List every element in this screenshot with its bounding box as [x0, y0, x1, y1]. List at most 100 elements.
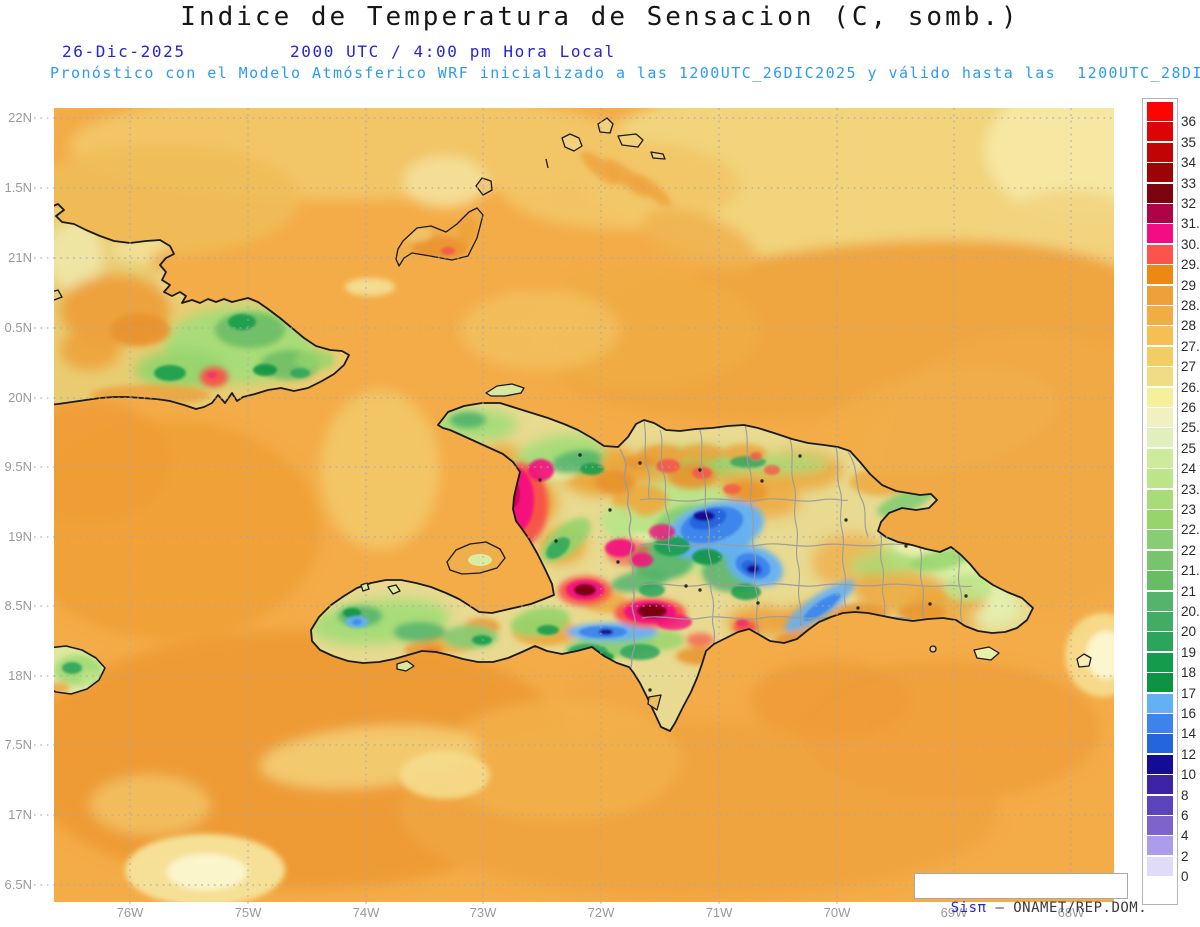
lat-label: 1.5N	[4, 180, 32, 195]
colorbar-cell	[1147, 734, 1173, 754]
colorbar-cell	[1147, 102, 1173, 121]
colorbar-cell	[1147, 571, 1173, 591]
colorbar-cell	[1147, 510, 1173, 529]
colorbar-cell	[1147, 163, 1173, 183]
colorbar-tick-label: 6	[1181, 808, 1189, 823]
colorbar	[1142, 98, 1178, 905]
lat-label: 9.5N	[4, 459, 32, 474]
colorbar-cell	[1147, 285, 1173, 305]
lon-label: 74W	[352, 905, 380, 920]
station-dots	[538, 453, 968, 692]
colorbar-cell	[1147, 816, 1173, 835]
colorbar-cell	[1147, 244, 1173, 264]
colorbar-cell	[1147, 714, 1173, 733]
jamaica-landmass	[54, 645, 106, 695]
colorbar-tick-label: 18	[1181, 665, 1197, 681]
colorbar-cell	[1147, 265, 1173, 285]
colorbar-cell	[1147, 408, 1173, 427]
colorbar-cell	[1147, 877, 1173, 897]
colorbar-tick-label: 36	[1181, 114, 1197, 130]
colorbar-tick-label: 31.5	[1181, 216, 1200, 232]
colorbar-cell	[1147, 183, 1173, 203]
colorbar-tick-label: 2	[1181, 848, 1189, 864]
lat-label: 6.5N	[4, 877, 32, 892]
colorbar-cell	[1147, 122, 1173, 142]
colorbar-cell	[1147, 856, 1173, 876]
colorbar-tick-label: 4	[1181, 828, 1189, 844]
colorbar-cell	[1147, 652, 1173, 672]
lat-label: 17N	[8, 807, 32, 822]
attribution-brand: Sisπ	[950, 900, 987, 916]
colorbar-tick-label: 19	[1181, 644, 1197, 660]
colorbar-tick-label: 25	[1181, 440, 1197, 456]
colorbar-tick-label: 8	[1181, 787, 1189, 803]
lat-label: 8.5N	[4, 598, 32, 613]
colorbar-cell	[1147, 387, 1173, 407]
colorbar-tick-label: 25.5	[1181, 420, 1200, 436]
colorbar-tick-label: 29	[1181, 277, 1197, 293]
attribution-org: – ONAMET/REP.DOM.	[986, 900, 1148, 916]
colorbar-tick-label: 27.5	[1181, 338, 1200, 354]
colorbar-tick-label: 24	[1181, 461, 1197, 477]
colorbar-tick-label: 20	[1181, 624, 1197, 640]
colorbar-tick-label: 23.5	[1181, 481, 1200, 497]
lat-label: 21N	[8, 250, 32, 265]
colorbar-tick-label: 10	[1181, 767, 1197, 783]
lon-label: 68W	[1041, 905, 1101, 920]
lon-label: 75W	[234, 905, 262, 920]
colorbar-tick-label: 32	[1181, 196, 1197, 211]
colorbar-cell	[1147, 836, 1173, 856]
colorbar-tick-label: 20.5	[1181, 604, 1200, 619]
colorbar-tick-label: 17	[1181, 685, 1197, 701]
colorbar-tick-label: 26	[1181, 400, 1197, 415]
colorbar-cell	[1147, 346, 1173, 366]
axis-ticks	[34, 117, 1072, 908]
lon-label: 71W	[705, 905, 733, 920]
colorbar-tick-label: 34	[1181, 155, 1197, 171]
colorbar-cell	[1147, 550, 1173, 570]
sea-layer	[54, 108, 1114, 902]
colorbar-cell	[1147, 469, 1173, 489]
lat-label: 22N	[8, 110, 32, 125]
colorbar-tick-label: 0	[1181, 869, 1189, 885]
small-islands-hispaniola	[360, 383, 1092, 711]
colorbar-cell	[1147, 693, 1173, 713]
lat-label: 7.5N	[4, 737, 32, 752]
colorbar-tick-label: 21	[1181, 583, 1197, 599]
lon-label: 76W	[116, 905, 144, 920]
colorbar-tick-label: 33	[1181, 175, 1197, 191]
lat-label: 18N	[8, 668, 32, 683]
colorbar-cell	[1147, 204, 1173, 223]
colorbar-cell	[1147, 754, 1173, 774]
colorbar-tick-label: 35	[1181, 134, 1197, 150]
forecast-map-canvas	[34, 108, 1114, 908]
colorbar-tick-label: 14	[1181, 726, 1197, 742]
colorbar-tick-label: 16	[1181, 706, 1197, 721]
colorbar-cell	[1147, 591, 1173, 611]
lon-label: 72W	[587, 905, 615, 920]
colorbar-cell	[1147, 224, 1173, 244]
admin-borders	[619, 420, 973, 669]
colorbar-tick-label: 23	[1181, 502, 1197, 517]
valid-date: 26-Dic-2025	[62, 42, 186, 61]
lat-label: 20N	[8, 390, 32, 405]
colorbar-cell	[1147, 428, 1173, 448]
colorbar-tick-label: 28.5	[1181, 298, 1200, 313]
page-title: Indice de Temperatura de Sensacion (C, s…	[180, 2, 1020, 32]
lon-label: 73W	[469, 905, 497, 920]
colorbar-cell	[1147, 632, 1173, 652]
colorbar-tick-label: 28	[1181, 318, 1197, 334]
colorbar-tick-label: 29.7	[1181, 257, 1200, 273]
colorbar-cell	[1147, 142, 1173, 162]
colorbar-cell	[1147, 795, 1173, 815]
colorbar-cell	[1147, 489, 1173, 509]
colorbar-tick-label: 22.5	[1181, 522, 1200, 538]
colorbar-tick-label: 30.7	[1181, 236, 1200, 252]
colorbar-cell	[1147, 673, 1173, 693]
lat-label: 19N	[8, 529, 32, 544]
attribution-box: Sisπ – ONAMET/REP.DOM.	[914, 873, 1147, 916]
colorbar-tick-label: 26.5	[1181, 379, 1200, 395]
lon-label: 69W	[924, 905, 984, 920]
forecast-note: Pronóstico con el Modelo Atmósferico WRF…	[50, 64, 1200, 82]
